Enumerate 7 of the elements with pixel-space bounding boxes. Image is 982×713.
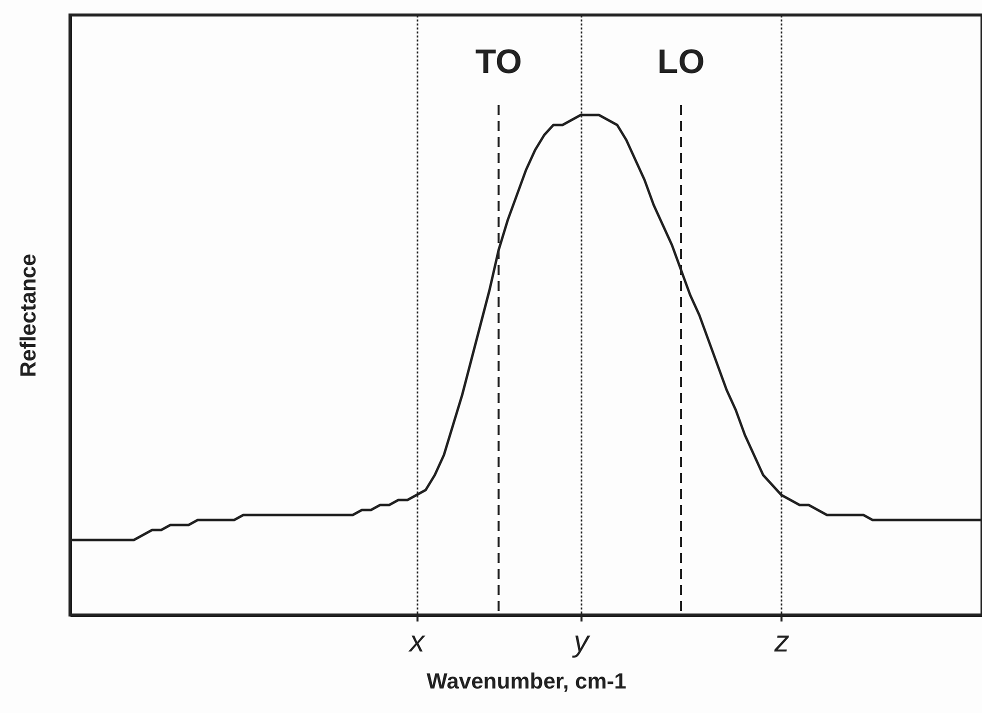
y-axis-title: Reflectance xyxy=(16,254,40,378)
x-tick-label: z xyxy=(773,626,790,658)
x-tick-label: x xyxy=(408,626,426,658)
text: TO xyxy=(475,43,522,81)
x-axis-title: Wavenumber, cm-1 xyxy=(426,668,626,694)
x-tick-label: y xyxy=(572,626,591,658)
text: LO xyxy=(657,43,705,81)
